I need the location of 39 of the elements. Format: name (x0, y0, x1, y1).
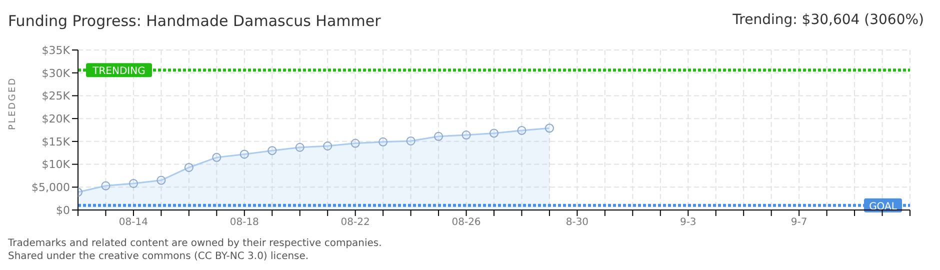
y-tick-label: $20K (42, 112, 71, 126)
y-tick-label: $15K (42, 135, 71, 148)
point (490, 128, 498, 138)
text: Trademarks and related content are owned by their respective companies. (8, 237, 382, 250)
y-tick-label: $25K (42, 90, 71, 103)
point (156, 176, 166, 185)
x-tick-label: 9-3 (680, 217, 696, 228)
point (268, 146, 277, 156)
point (212, 152, 222, 162)
y-tick-label: $10K (42, 158, 71, 172)
point (406, 136, 416, 146)
y-tick-label: $35K (42, 44, 71, 57)
x-tick-label: 08-18 (230, 217, 259, 228)
y-tick-label: $0 (56, 204, 70, 217)
x-tick-label: 8-30 (566, 217, 589, 228)
text: Trending: $30,604 (3060%) (732, 12, 924, 28)
y-tick-label: $5,000 (32, 181, 70, 194)
point (184, 162, 194, 172)
point (295, 142, 304, 152)
point (101, 181, 110, 190)
x-tick-label: 08-22 (340, 217, 370, 228)
ref-line-label: GOAL (869, 201, 898, 212)
text: Shared under the creative commons (CC BY-NC 3.0) license. (8, 250, 310, 263)
point (517, 126, 526, 135)
point (434, 132, 444, 141)
point (350, 138, 360, 148)
ref-line-label: TRENDING (92, 66, 146, 78)
chart-title: Funding Progress: Handmade Damascus Hammer (8, 12, 381, 30)
y-tick-label: $30K (42, 66, 71, 80)
point (544, 124, 554, 133)
point (128, 178, 138, 188)
x-tick-label: 08-26 (452, 217, 481, 228)
point (240, 150, 249, 159)
x-tick-label: 08-14 (118, 217, 148, 228)
point (462, 130, 471, 140)
y-axis-title: PLEDGED (8, 76, 18, 130)
point (323, 142, 332, 150)
x-tick-label: 9-7 (790, 217, 808, 228)
point (378, 137, 388, 146)
